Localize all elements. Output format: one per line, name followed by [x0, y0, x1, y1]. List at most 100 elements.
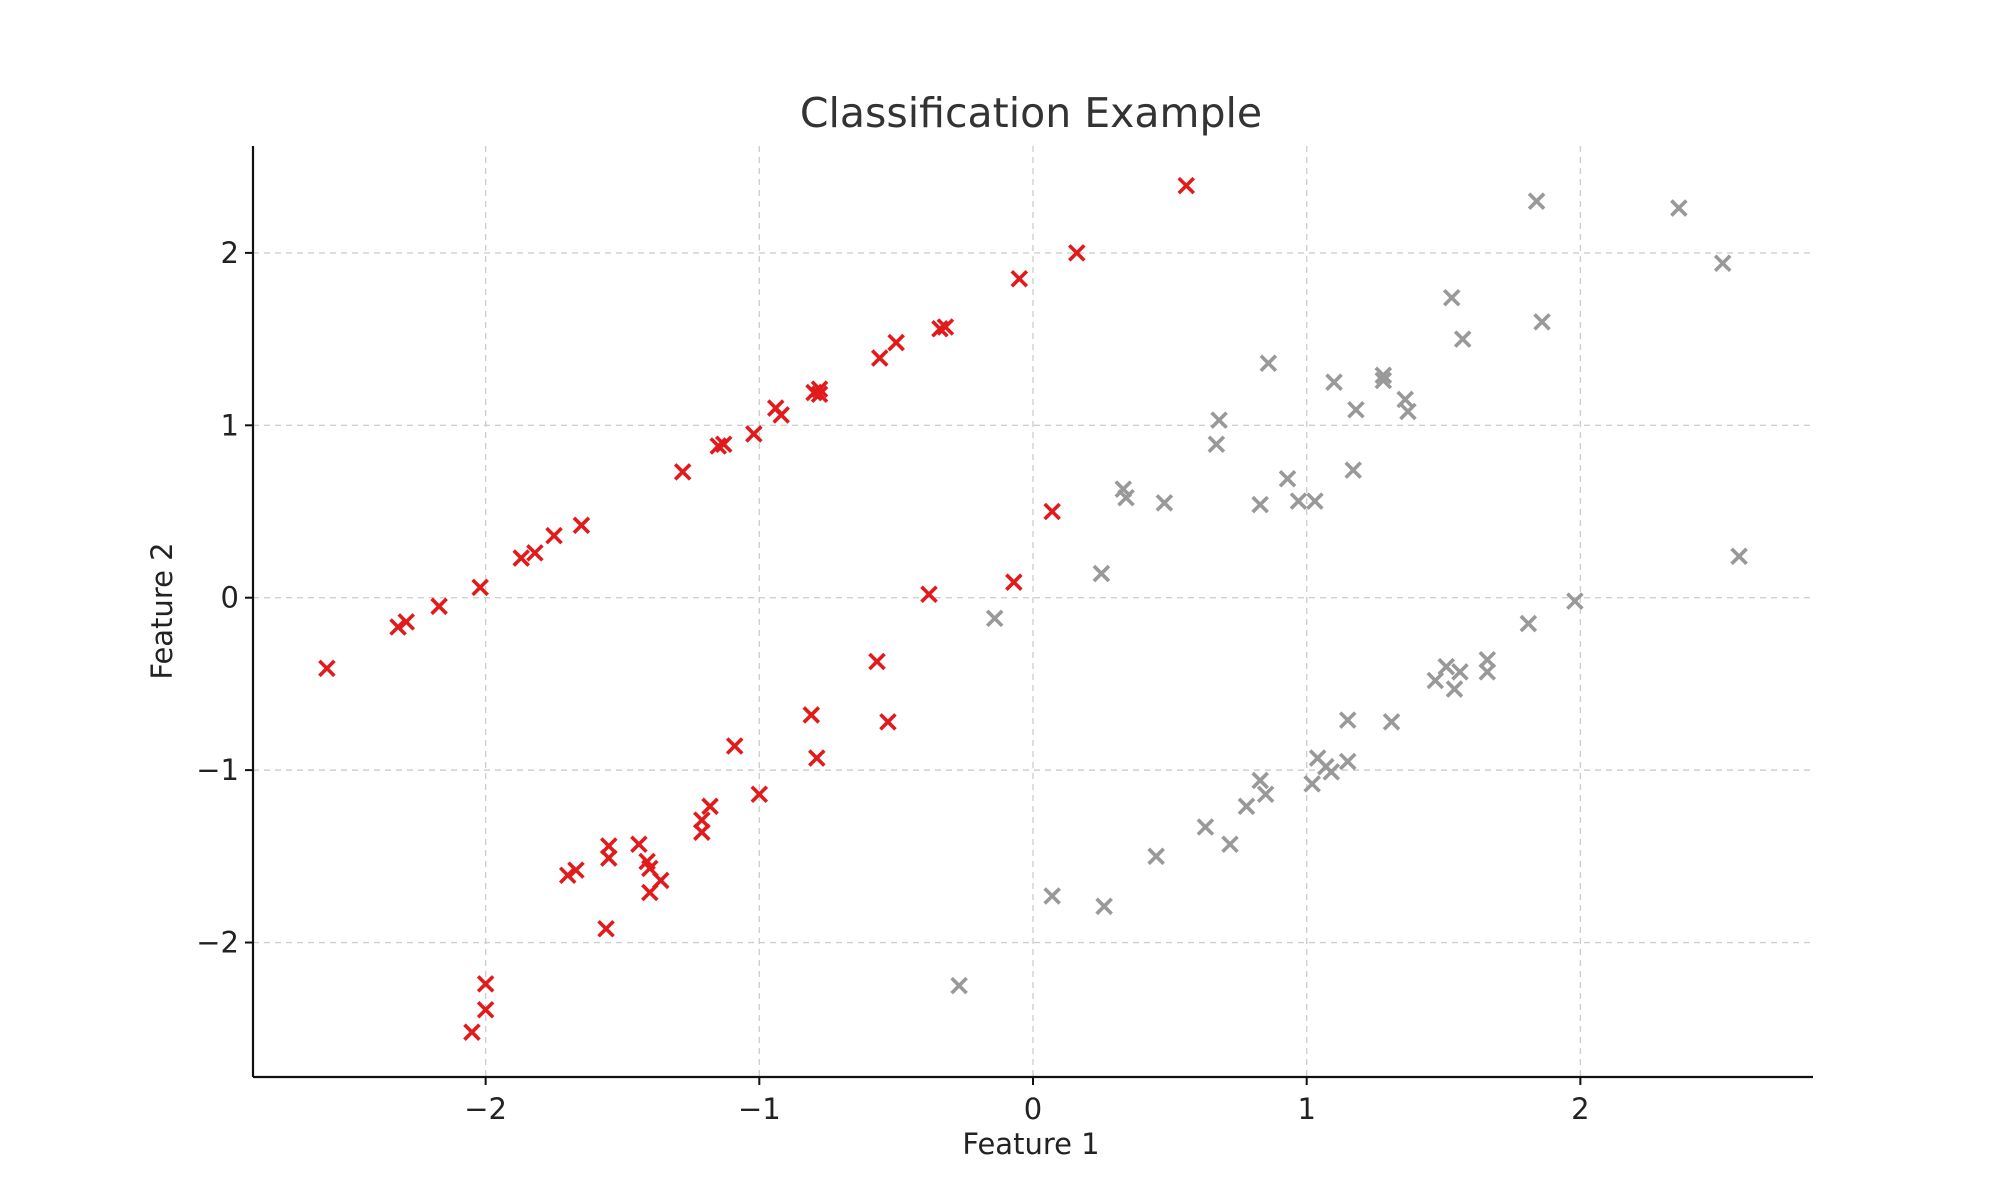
data-point	[802, 706, 821, 724]
data-point	[985, 609, 1004, 628]
chart-title: Classification Example	[800, 89, 1262, 137]
series-1-points	[318, 176, 1196, 1041]
data-point	[693, 823, 711, 841]
data-point	[931, 319, 949, 338]
data-point	[1095, 897, 1113, 916]
data-point	[1068, 244, 1086, 262]
data-point	[1382, 713, 1401, 731]
data-point	[1207, 435, 1226, 454]
data-point	[1426, 671, 1445, 690]
data-point	[1374, 371, 1393, 390]
data-point	[1453, 330, 1472, 348]
data-point	[641, 883, 659, 902]
data-point	[318, 659, 336, 678]
data-point	[1289, 492, 1308, 510]
data-point	[630, 835, 648, 854]
data-point	[1445, 680, 1464, 698]
data-point	[1256, 785, 1275, 804]
data-point	[745, 425, 763, 443]
data-point	[1533, 313, 1551, 331]
data-point	[1043, 502, 1061, 521]
data-point	[1338, 752, 1357, 771]
series-2-points	[950, 192, 1748, 995]
data-point	[1519, 614, 1538, 633]
data-point	[1278, 469, 1297, 488]
data-point	[1338, 711, 1357, 729]
data-point	[545, 526, 563, 545]
data-points	[318, 176, 1748, 1041]
data-point	[512, 549, 530, 567]
data-point	[1196, 818, 1215, 836]
data-point	[673, 463, 692, 481]
y-tick-label: 2	[221, 236, 239, 270]
data-point	[1117, 488, 1135, 507]
data-point	[1147, 847, 1165, 866]
data-point	[1478, 663, 1497, 681]
data-point	[1010, 269, 1029, 288]
data-point	[808, 749, 826, 767]
data-point	[725, 737, 744, 755]
data-point	[1374, 366, 1393, 385]
data-point	[476, 1000, 495, 1019]
grid-lines	[253, 146, 1813, 1077]
axis-ticks: −2 −1 0 1 2 −2 −1 0 1 2	[196, 236, 1589, 1126]
data-point	[1713, 254, 1732, 273]
data-point	[701, 797, 719, 816]
x-axis-label: Feature 1	[962, 1127, 1099, 1161]
data-point	[1092, 564, 1111, 583]
data-point	[868, 652, 886, 671]
x-tick-label: 0	[1024, 1092, 1042, 1126]
data-point	[1437, 657, 1456, 676]
data-point	[920, 585, 938, 604]
data-point	[1442, 288, 1461, 307]
data-point	[1566, 592, 1584, 610]
data-point	[1251, 771, 1269, 790]
data-point	[714, 435, 733, 454]
data-point	[1322, 763, 1341, 781]
data-point	[1730, 547, 1748, 566]
data-point	[1043, 887, 1061, 905]
y-tick-label: −1	[196, 753, 239, 787]
data-point	[1344, 461, 1362, 479]
data-point	[870, 349, 889, 367]
data-point	[1251, 495, 1269, 514]
data-point	[1347, 401, 1365, 419]
data-point	[810, 385, 829, 404]
data-point	[1210, 411, 1228, 429]
x-tick-label: −1	[738, 1092, 781, 1126]
data-point	[572, 516, 591, 535]
data-point	[397, 613, 416, 631]
data-point	[430, 597, 448, 616]
data-point	[471, 578, 489, 597]
data-point	[772, 406, 790, 424]
data-point	[709, 437, 728, 455]
data-point	[1306, 492, 1324, 510]
data-point	[1237, 797, 1256, 816]
data-point	[1670, 199, 1688, 217]
data-point	[567, 861, 585, 879]
data-point	[1399, 402, 1417, 421]
data-point	[887, 333, 905, 352]
data-point	[389, 618, 407, 636]
data-point	[1527, 192, 1546, 210]
data-point	[1325, 373, 1343, 391]
data-point	[1259, 354, 1278, 373]
data-point	[597, 919, 615, 938]
data-point	[600, 849, 618, 867]
data-point	[1155, 494, 1174, 512]
data-point	[950, 976, 968, 995]
y-tick-label: −2	[196, 926, 239, 960]
y-axis-label: Feature 2	[145, 542, 179, 679]
data-point	[750, 785, 769, 804]
y-tick-label: 1	[221, 408, 239, 442]
x-tick-label: 1	[1297, 1092, 1315, 1126]
data-point	[558, 866, 577, 885]
data-point	[1451, 663, 1469, 681]
x-tick-label: 2	[1571, 1092, 1589, 1126]
x-tick-label: −2	[464, 1092, 507, 1126]
data-point	[936, 318, 955, 336]
data-point	[1303, 775, 1321, 793]
y-tick-label: 0	[221, 581, 239, 615]
